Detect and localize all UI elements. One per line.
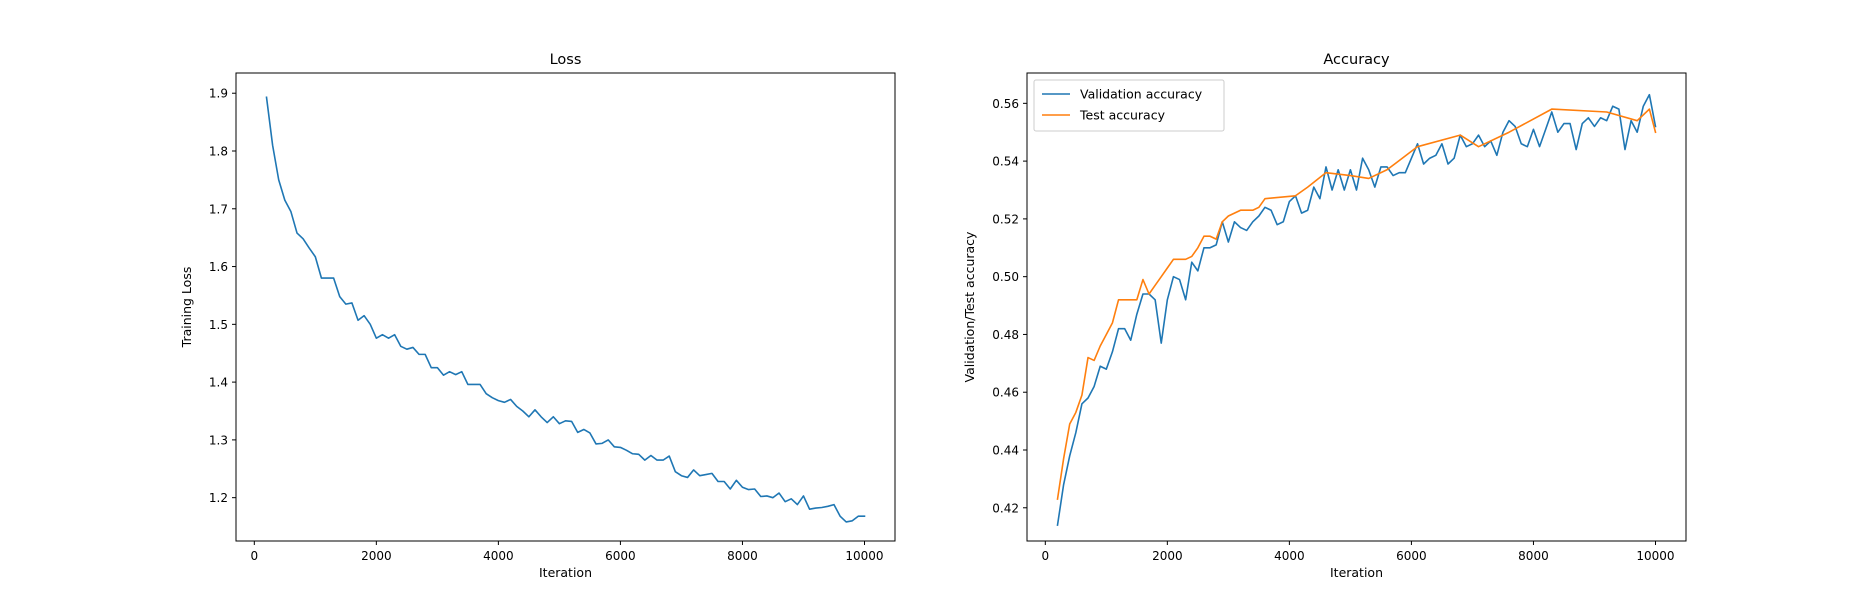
y-axis-label: Training Loss [179, 267, 194, 349]
series-line-test-accuracy [1056, 108, 1657, 501]
plot-frame [235, 72, 896, 542]
x-tick-label: 4000 [1274, 549, 1305, 563]
x-tick-label: 6000 [605, 549, 636, 563]
x-tick-label: 8000 [727, 549, 758, 563]
series-line-training-loss [265, 96, 866, 523]
x-tick-label: 2000 [361, 549, 392, 563]
legend-box [1033, 79, 1225, 132]
y-tick-label: 0.48 [992, 328, 1019, 342]
y-tick-label: 1.5 [209, 318, 228, 332]
y-tick-label: 1.2 [209, 491, 228, 505]
series-line-validation-accuracy [1056, 93, 1657, 527]
x-axis-label: Iteration [1330, 565, 1383, 580]
x-tick-label: 2000 [1152, 549, 1183, 563]
y-tick-label: 1.7 [209, 202, 228, 216]
x-tick-label: 8000 [1518, 549, 1549, 563]
y-tick-label: 0.44 [992, 444, 1019, 458]
chart-title: Accuracy [1323, 52, 1390, 68]
chart-title: Loss [550, 52, 582, 68]
x-tick-label: 0 [250, 549, 258, 563]
y-tick-label: 0.52 [992, 212, 1019, 226]
y-tick-label: 1.9 [209, 87, 228, 101]
y-tick-label: 1.6 [209, 260, 228, 274]
y-tick-label: 0.56 [992, 97, 1019, 111]
y-tick-label: 0.54 [992, 155, 1019, 169]
y-tick-label: 1.8 [209, 145, 228, 159]
x-tick-label: 6000 [1396, 549, 1427, 563]
plot-frame [1026, 72, 1687, 542]
x-tick-label: 4000 [483, 549, 514, 563]
accuracy-chart-panel: 0 2000 4000 6000 8000 10000 0.42 0.44 0.46 0.48 0.… [962, 52, 1687, 580]
legend-entry-label: Validation accuracy [1080, 87, 1203, 102]
y-tick-label: 0.46 [992, 386, 1019, 400]
x-tick-label: 10000 [845, 549, 883, 563]
legend-entry-label: Test accuracy [1079, 108, 1166, 123]
legend: Validation accuracy Test accuracy [1033, 79, 1225, 132]
y-tick-label: 1.3 [209, 433, 228, 447]
y-tick-label: 0.42 [992, 501, 1019, 515]
x-tick-label: 0 [1041, 549, 1049, 563]
loss-chart-panel: 0 2000 4000 6000 8000 10000 1.2 1.3 1.4 1.5 1.6 1.7… [179, 52, 896, 580]
y-axis-label: Validation/Test accuracy [962, 231, 977, 383]
x-axis-label: Iteration [539, 565, 592, 580]
y-tick-label: 1.4 [209, 376, 228, 390]
y-tick-label: 0.50 [992, 270, 1019, 284]
x-tick-label: 10000 [1636, 549, 1674, 563]
